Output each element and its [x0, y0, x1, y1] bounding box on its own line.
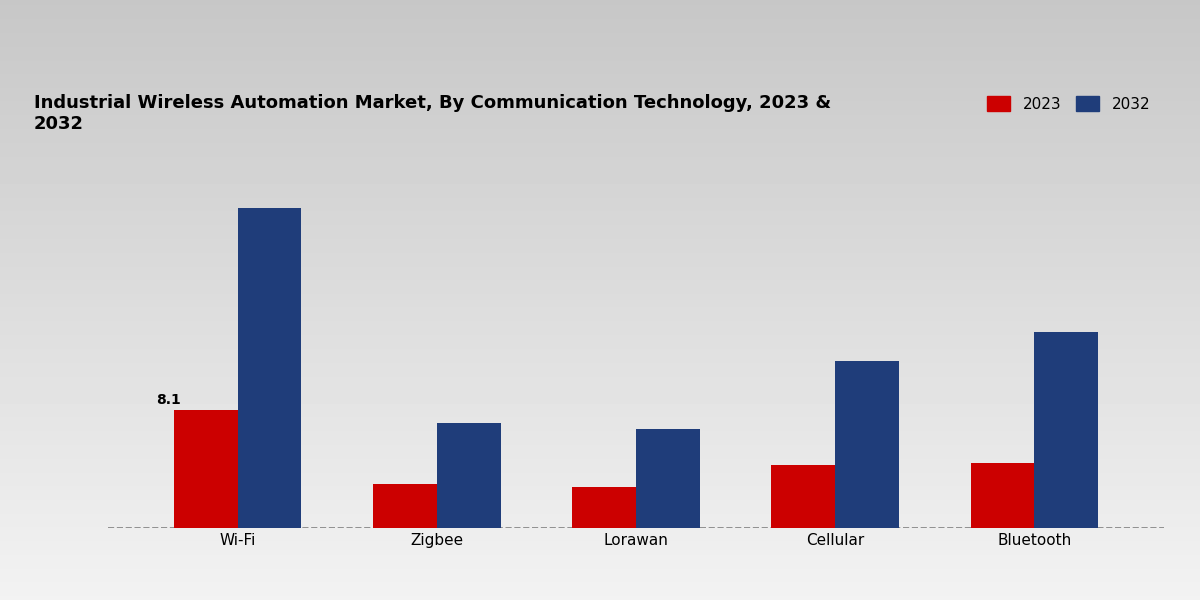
Bar [971, 463, 1034, 528]
Bar [174, 410, 238, 528]
Bar [835, 361, 899, 528]
Bar [437, 424, 500, 528]
Bar [238, 208, 301, 528]
Text: 8.1: 8.1 [156, 394, 180, 407]
Bar [1034, 332, 1098, 528]
Bar [636, 429, 700, 528]
Bar [373, 484, 437, 528]
Legend: 2023, 2032: 2023, 2032 [982, 89, 1157, 118]
Text: Industrial Wireless Automation Market, By Communication Technology, 2023 &
2032: Industrial Wireless Automation Market, B… [34, 94, 832, 133]
Bar [572, 487, 636, 528]
Bar [772, 466, 835, 528]
